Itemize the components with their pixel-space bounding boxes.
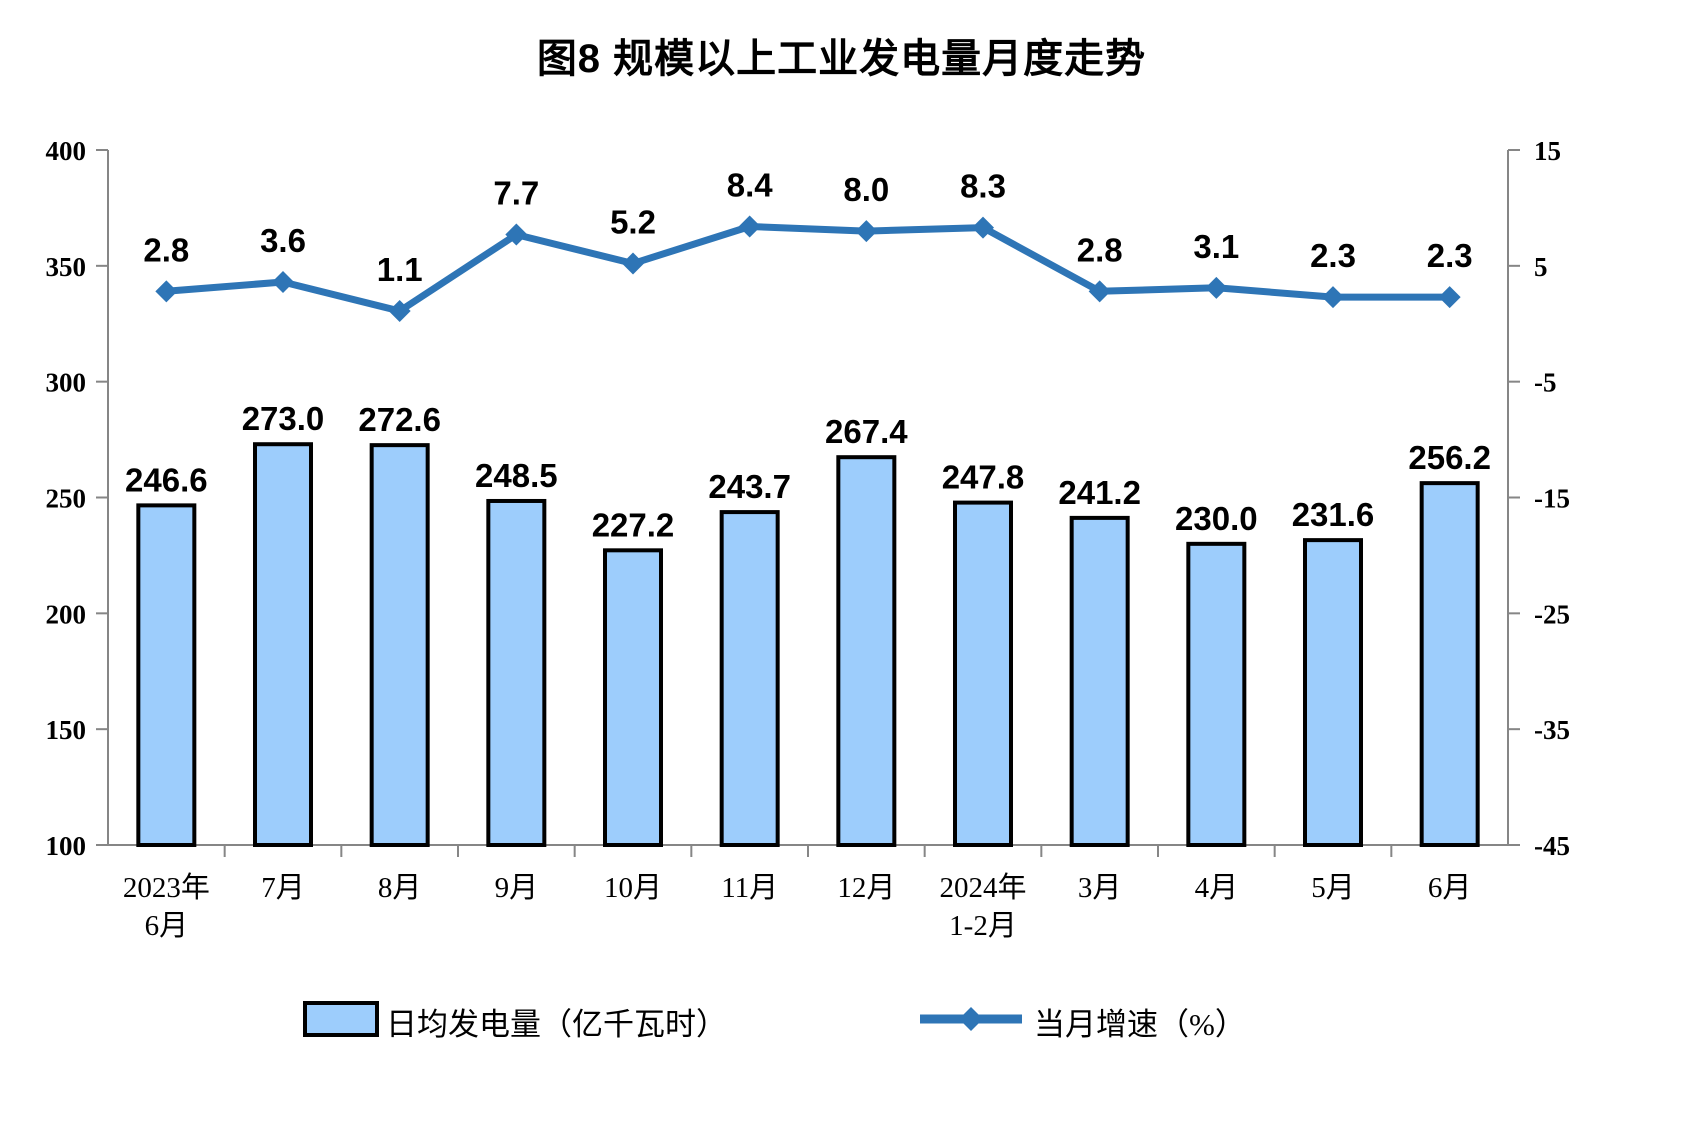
category-label: 2023年 6月 bbox=[123, 871, 210, 942]
diamond-marker bbox=[1088, 280, 1111, 303]
right-axis-tick-label: 5 bbox=[1534, 252, 1548, 282]
category-label: 5月 bbox=[1311, 872, 1355, 904]
line-value-label: 8.3 bbox=[960, 168, 1006, 205]
right-axis-tick-label: -35 bbox=[1534, 715, 1570, 745]
bar-value-label: 230.0 bbox=[1175, 500, 1258, 537]
diamond-marker bbox=[855, 220, 878, 243]
bar-value-label: 246.6 bbox=[125, 461, 208, 498]
bar bbox=[136, 503, 197, 847]
left-axis-tick-label: 150 bbox=[46, 715, 87, 745]
line-value-label: 2.3 bbox=[1427, 237, 1473, 274]
axes-group: 400 350 300 250 200 150 100 15 5 -5 -15 -25 -35 -45 bbox=[46, 136, 1571, 861]
bar bbox=[1303, 538, 1363, 847]
left-axis-tick-label: 350 bbox=[46, 252, 87, 282]
bar bbox=[369, 443, 430, 847]
category-label: 9月 bbox=[495, 872, 539, 904]
bar-value-label: 241.2 bbox=[1058, 474, 1141, 511]
diamond-marker bbox=[1205, 276, 1228, 299]
line-value-label: 2.3 bbox=[1310, 237, 1356, 274]
bar bbox=[836, 455, 897, 847]
diamond-marker bbox=[272, 271, 294, 294]
bar bbox=[1419, 481, 1480, 847]
bar bbox=[1186, 541, 1247, 847]
right-axis-tick-label: 15 bbox=[1534, 136, 1561, 166]
bar-label-group: 246.6 273.0 272.6 248.5 227.2 243.7 267.4 247.8… bbox=[125, 400, 1491, 543]
bar-value-label: 273.0 bbox=[242, 400, 325, 437]
line-label-group: 2.8 3.6 1.1 7.7 5.2 8.4 8.0 8.3 2.8 3.1 2.3 2.3 bbox=[143, 166, 1472, 288]
line-value-label: 5.2 bbox=[610, 204, 656, 241]
category-label: 12月 bbox=[837, 872, 895, 904]
diamond-marker bbox=[1322, 286, 1344, 309]
bar-value-label: 267.4 bbox=[825, 413, 908, 450]
diamond-marker bbox=[388, 300, 411, 323]
line-value-label: 3.6 bbox=[260, 222, 306, 259]
category-label-group: 2023年 6月 7月 8月 9月 10月 11月 12月 2024年 1-2月 3月 4月 5月 6月 bbox=[123, 871, 1472, 942]
category-label: 11月 bbox=[721, 872, 778, 904]
right-axis-tick-label: -15 bbox=[1534, 484, 1570, 514]
category-label: 3月 bbox=[1078, 872, 1122, 904]
bar bbox=[603, 548, 663, 847]
line-value-label: 2.8 bbox=[1077, 231, 1123, 268]
bar-value-label: 227.2 bbox=[592, 506, 675, 543]
bar bbox=[1069, 515, 1130, 847]
right-axis-tick-label: -5 bbox=[1534, 368, 1557, 398]
line-value-label: 3.1 bbox=[1193, 228, 1239, 265]
category-label: 6月 bbox=[1428, 872, 1472, 904]
page-title: 图8 规模以上工业发电量月度走势 bbox=[536, 37, 1147, 81]
legend-group: 日均发电量（亿千瓦时） 当月增速（%） bbox=[303, 1001, 1246, 1042]
category-label: 2024年 1-2月 bbox=[939, 871, 1026, 942]
legend-swatch-bar bbox=[303, 1001, 379, 1037]
diamond-marker bbox=[155, 280, 178, 303]
bar-value-label: 248.5 bbox=[475, 457, 558, 494]
right-axis-tick-label: -25 bbox=[1534, 599, 1570, 629]
line-series-group bbox=[155, 215, 1461, 323]
left-axis-tick-label: 100 bbox=[46, 831, 87, 861]
category-label: 8月 bbox=[378, 872, 422, 904]
diamond-marker bbox=[622, 252, 644, 275]
left-axis-tick-label: 200 bbox=[46, 599, 87, 629]
category-label: 7月 bbox=[261, 872, 305, 904]
left-axis-tick-label: 250 bbox=[46, 484, 87, 514]
category-label: 4月 bbox=[1195, 872, 1239, 904]
line-value-label: 8.0 bbox=[843, 171, 889, 208]
line-value-label: 7.7 bbox=[493, 175, 539, 212]
category-label: 10月 bbox=[604, 872, 662, 904]
growth-line bbox=[162, 223, 1454, 315]
bar bbox=[719, 510, 780, 847]
bar bbox=[953, 500, 1013, 847]
left-axis-tick-label: 300 bbox=[46, 368, 87, 398]
right-axis-tick-label: -45 bbox=[1534, 831, 1570, 861]
line-value-label: 8.4 bbox=[727, 166, 774, 203]
line-value-label: 2.8 bbox=[143, 231, 189, 268]
diamond-marker bbox=[505, 223, 528, 246]
line-value-label: 1.1 bbox=[377, 251, 423, 288]
bar bbox=[253, 442, 313, 847]
diamond-marker bbox=[1438, 286, 1461, 309]
bar-value-label: 272.6 bbox=[358, 401, 441, 438]
legend-label-bar: 日均发电量（亿千瓦时） bbox=[386, 1007, 727, 1042]
bar-value-label: 256.2 bbox=[1408, 439, 1491, 476]
bar-value-label: 247.8 bbox=[942, 459, 1025, 496]
bar-series-group bbox=[136, 442, 1480, 847]
legend-diamond-icon bbox=[959, 1007, 983, 1031]
bar-value-label: 243.7 bbox=[708, 468, 791, 505]
bar bbox=[486, 498, 547, 847]
bar-value-label: 231.6 bbox=[1292, 496, 1375, 533]
left-axis-tick-label: 400 bbox=[46, 136, 87, 166]
legend-label-line: 当月增速（%） bbox=[1034, 1007, 1246, 1042]
diamond-marker bbox=[738, 215, 761, 238]
diamond-marker bbox=[972, 216, 994, 239]
